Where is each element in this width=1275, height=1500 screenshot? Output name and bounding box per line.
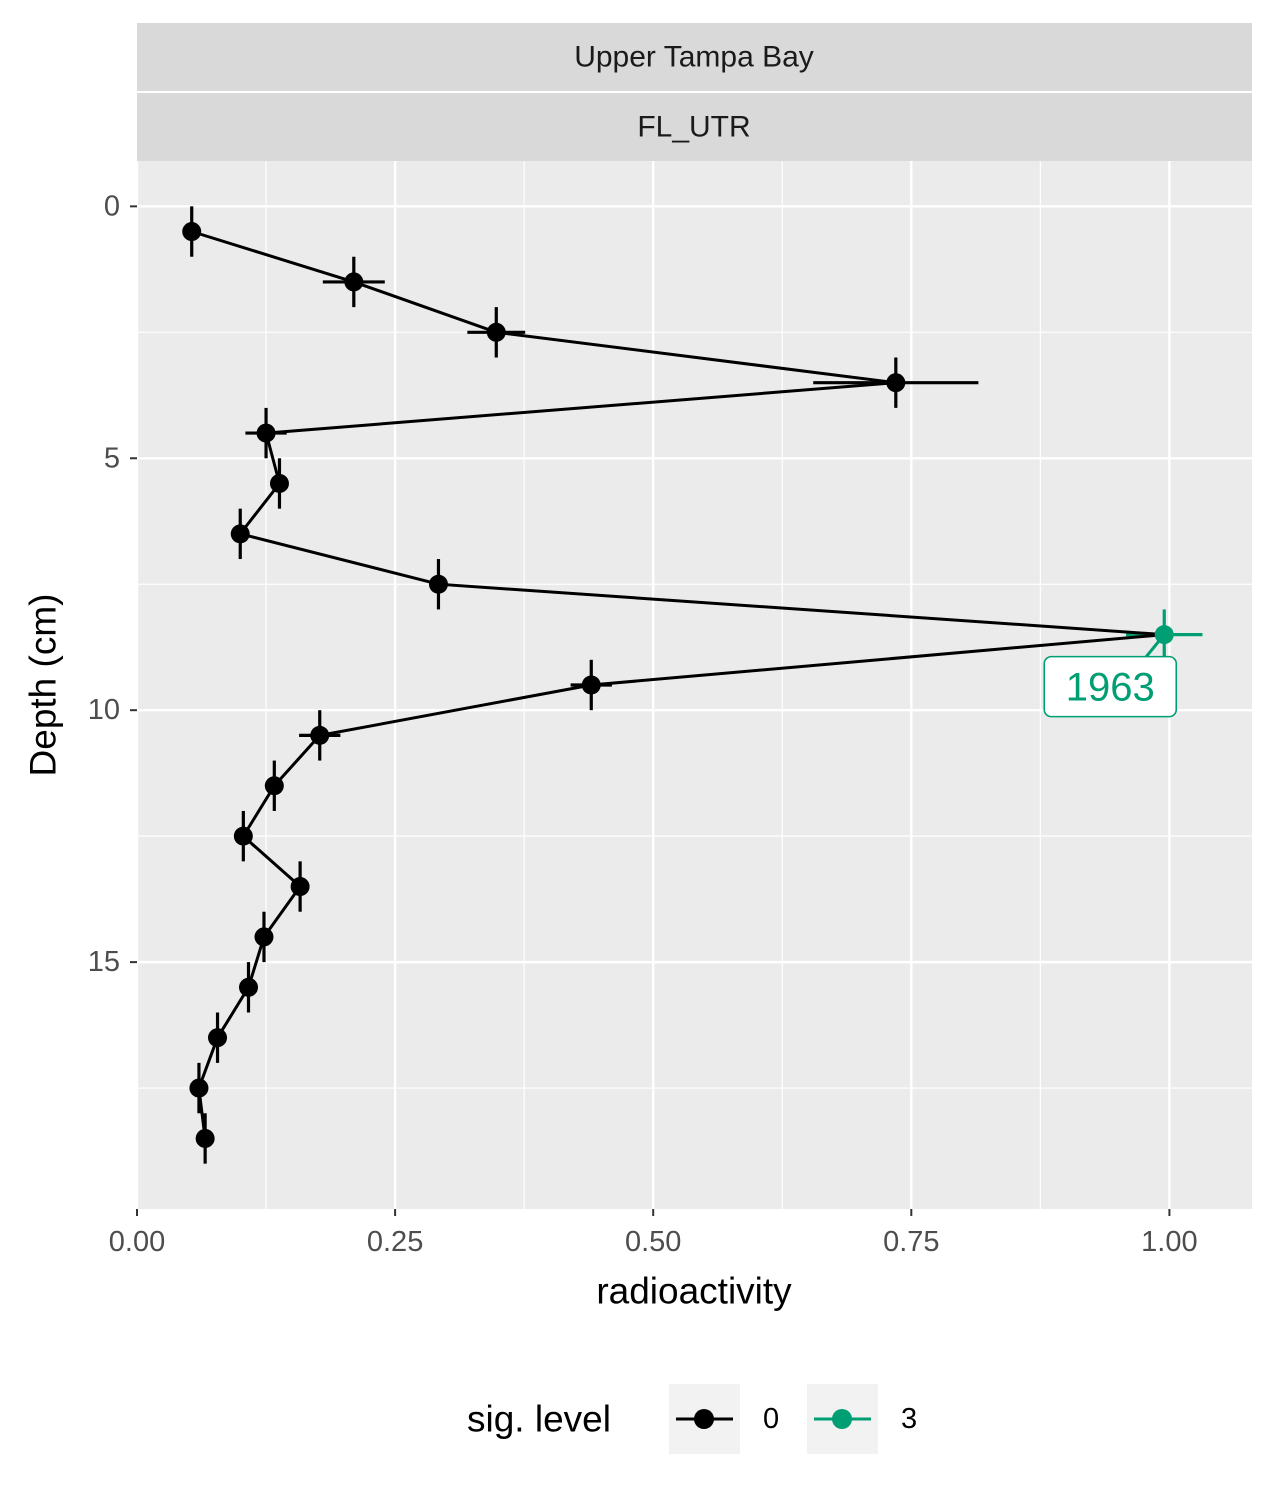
x-tick-label: 0.50	[625, 1226, 681, 1258]
x-axis-ticks: 0.00 0.25 0.50 0.75 1.00	[109, 1209, 1198, 1258]
data-point	[344, 272, 364, 292]
legend-label-0: 0	[763, 1403, 779, 1435]
x-tick-label: 0.00	[109, 1226, 165, 1258]
y-tick-label: 15	[88, 946, 120, 978]
annotation-label-box	[1043, 655, 1178, 718]
legend-title: sig. level	[467, 1399, 611, 1440]
data-point	[195, 1128, 215, 1148]
data-point	[486, 322, 506, 342]
data-point	[264, 776, 284, 796]
data-points	[182, 222, 1174, 1148]
data-point	[254, 927, 274, 947]
x-tick-label: 0.25	[367, 1226, 423, 1258]
data-point	[886, 373, 906, 393]
data-point	[239, 977, 258, 997]
x-tick-label: 0.75	[883, 1226, 939, 1258]
legend: sig. level 0 3	[467, 1384, 917, 1454]
legend-key-point-0	[694, 1409, 714, 1429]
y-tick-label: 10	[88, 694, 120, 726]
annotation-connector	[1145, 633, 1166, 658]
data-point	[310, 725, 330, 745]
data-point	[581, 675, 601, 695]
y-tick-label: 5	[104, 442, 120, 474]
data-point	[428, 574, 448, 594]
annotation-label-text: 1963	[1066, 666, 1155, 710]
x-tick-label: 1.00	[1141, 1226, 1197, 1258]
y-axis-ticks: 0 5 10 15	[88, 190, 137, 978]
data-point	[269, 473, 289, 493]
y-axis-title: Depth (cm)	[23, 594, 64, 777]
data-point	[230, 524, 250, 544]
legend-key-point-1	[832, 1409, 852, 1429]
data-point	[233, 826, 253, 846]
data-point	[290, 877, 310, 897]
facet-strip-site	[137, 93, 1252, 161]
data-point	[182, 222, 202, 242]
y-tick-label: 0	[104, 190, 120, 222]
x-axis-title: radioactivity	[596, 1271, 792, 1312]
facet-strip-region	[137, 23, 1252, 91]
annotations: 1963	[1043, 633, 1178, 718]
legend-label-1: 3	[901, 1403, 917, 1435]
facet-label-site: FL_UTR	[637, 111, 750, 144]
data-point	[256, 423, 276, 443]
data-point	[208, 1028, 228, 1048]
facet-label-region: Upper Tampa Bay	[574, 41, 814, 74]
data-point	[189, 1078, 209, 1098]
